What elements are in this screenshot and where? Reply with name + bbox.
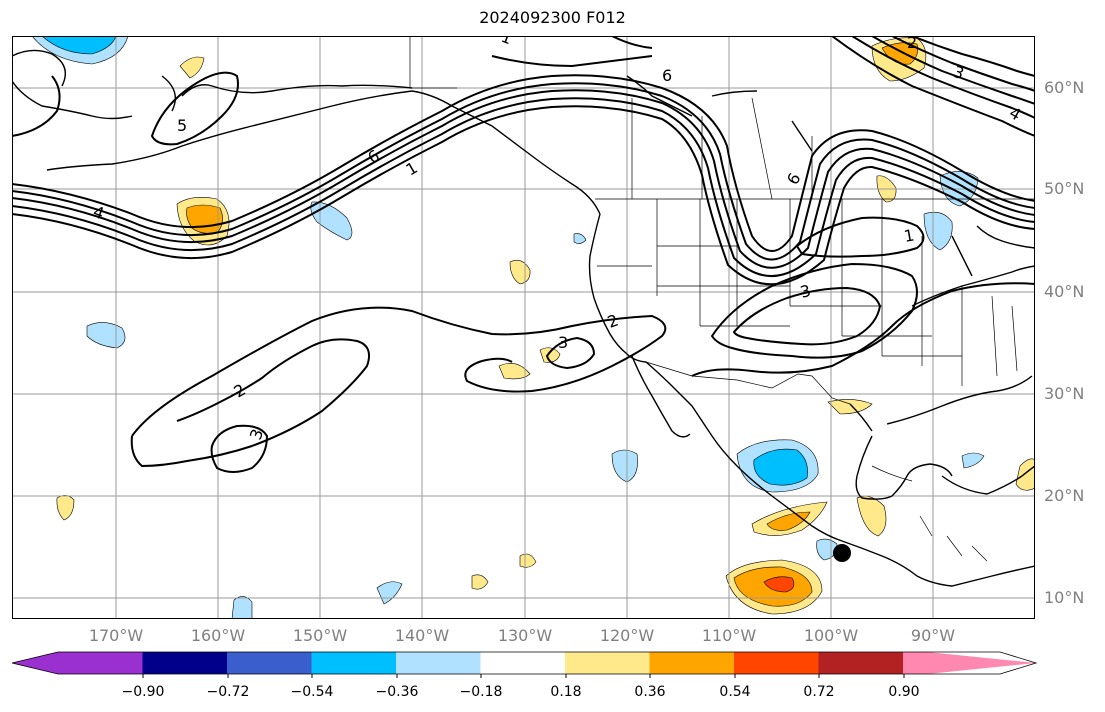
colorbar-segment	[818, 652, 904, 674]
colorbar-outline	[11, 651, 1038, 675]
anomaly-region	[1015, 458, 1035, 491]
political-borders	[409, 36, 1035, 562]
anomaly-region	[231, 596, 253, 619]
anomaly-region	[310, 201, 353, 241]
contour-label: 2	[231, 380, 249, 402]
anomaly-region	[827, 399, 873, 415]
storm-center-marker	[833, 544, 851, 562]
colorbar-tick-label: −0.90	[121, 684, 165, 700]
colorbar-tick-label: −0.18	[459, 684, 503, 700]
longitude-label: 110°W	[701, 626, 757, 645]
contour-label: 3	[558, 333, 568, 352]
anomaly-region	[763, 576, 795, 593]
anomaly-region	[961, 452, 985, 469]
contour-label: 6	[365, 146, 383, 168]
latitude-label: 50°N	[1044, 179, 1085, 198]
longitude-label: 120°W	[599, 626, 655, 645]
latitude-label: 60°N	[1044, 78, 1085, 97]
contour-label: 1	[902, 225, 915, 245]
longitude-label: 160°W	[190, 626, 246, 645]
contour-label: 1	[403, 158, 421, 180]
anomaly-region	[923, 211, 953, 251]
map-frame	[12, 36, 1035, 619]
longitude-label: 170°W	[88, 626, 144, 645]
anomaly-region	[179, 56, 205, 79]
colorbar-tick-label: 0.36	[634, 684, 666, 700]
coastlines	[12, 49, 1035, 587]
contour-label: 6	[662, 66, 672, 85]
colorbar-tick-label: 0.18	[550, 684, 582, 700]
longitude-label: 130°W	[497, 626, 553, 645]
contour-label: 3	[798, 281, 813, 302]
contour-labels: 4 5 6 6 1 1 3 2 3 2 3 1 6 2 3 4	[91, 36, 1025, 442]
contour-lines	[12, 36, 1035, 473]
map-panel: 4 5 6 6 1 1 3 2 3 2 3 1 6 2 3 4	[12, 36, 1035, 619]
colorbar-segment	[396, 652, 481, 674]
contour-label: 1	[499, 36, 515, 48]
latitude-label: 10°N	[1044, 588, 1085, 607]
anomaly-region	[471, 574, 489, 590]
colorbar-segment	[311, 652, 397, 674]
colorbar-tick-label: 0.72	[803, 684, 835, 700]
latitude-label: 20°N	[1044, 486, 1085, 505]
colorbar-segment	[649, 652, 735, 674]
anomaly-region	[86, 322, 126, 349]
anomaly-region	[41, 36, 117, 55]
anomaly-region	[56, 495, 75, 521]
colorbar-segment	[227, 652, 312, 674]
contour-label: 2	[907, 36, 917, 52]
colorbar-tick-label: 0.90	[888, 684, 920, 700]
anomaly-region	[498, 363, 531, 380]
colorbar-tick-label: −0.36	[375, 684, 419, 700]
colorbar	[11, 651, 1038, 678]
longitude-label: 140°W	[394, 626, 450, 645]
colorbar-segment	[142, 652, 228, 674]
anomaly-region	[753, 448, 808, 486]
colorbar-segments	[11, 651, 1038, 675]
map-title: 2024092300 F012	[479, 8, 626, 27]
anomaly-region	[856, 495, 887, 537]
anomaly-region	[376, 581, 403, 605]
colorbar-segment	[734, 652, 819, 674]
anomaly-region	[539, 347, 561, 363]
colorbar-tick-label: −0.54	[290, 684, 334, 700]
colorbar-tick-label: 0.54	[719, 684, 751, 700]
colorbar-tick-label: −0.72	[206, 684, 250, 700]
longitude-label: 150°W	[292, 626, 348, 645]
colorbar-segment	[565, 652, 650, 674]
contour-label: 6	[783, 170, 805, 188]
latitude-label: 30°N	[1044, 384, 1085, 403]
latitude-label: 40°N	[1044, 282, 1085, 301]
colorbar-segment	[12, 652, 143, 674]
colorbar-segment	[903, 652, 1036, 674]
colorbar-ticks	[142, 674, 905, 678]
longitude-label: 100°W	[803, 626, 859, 645]
anomaly-region	[573, 233, 587, 244]
colorbar-segment	[480, 652, 566, 674]
anomaly-region	[519, 553, 537, 568]
longitude-label: 90°W	[910, 626, 956, 645]
anomaly-region	[611, 449, 638, 483]
contour-label: 5	[177, 116, 187, 135]
anomaly-region	[509, 259, 531, 285]
